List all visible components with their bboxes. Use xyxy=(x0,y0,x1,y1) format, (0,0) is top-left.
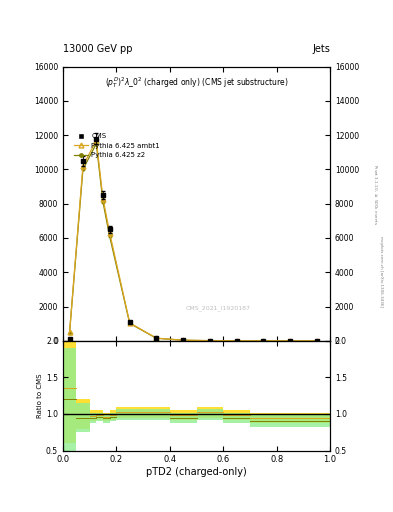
Y-axis label: Ratio to CMS: Ratio to CMS xyxy=(37,373,43,418)
Legend: CMS, Pythia 6.425 ambt1, Pythia 6.425 z2: CMS, Pythia 6.425 ambt1, Pythia 6.425 z2 xyxy=(72,131,163,161)
Text: CMS_2021_I1920187: CMS_2021_I1920187 xyxy=(185,305,250,311)
X-axis label: pTD2 (charged-only): pTD2 (charged-only) xyxy=(146,467,247,477)
Text: Jets: Jets xyxy=(312,44,330,54)
Text: Rivet 3.1.10, $\geq$ 500k events: Rivet 3.1.10, $\geq$ 500k events xyxy=(372,164,379,225)
Text: 13000 GeV pp: 13000 GeV pp xyxy=(63,44,132,54)
Text: $(p_T^D)^2\lambda\_0^2$ (charged only) (CMS jet substructure): $(p_T^D)^2\lambda\_0^2$ (charged only) (… xyxy=(105,75,288,90)
Text: mcplots.cern.ch [arXiv:1306.3436]: mcplots.cern.ch [arXiv:1306.3436] xyxy=(379,236,383,307)
